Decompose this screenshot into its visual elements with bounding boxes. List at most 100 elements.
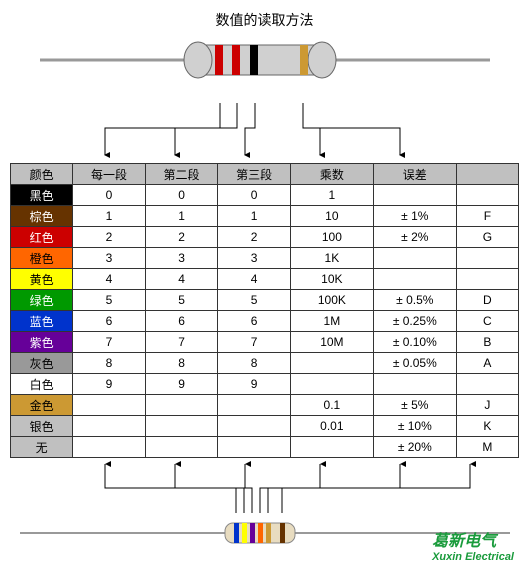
cell: 0 [73, 185, 146, 206]
cell [145, 437, 218, 458]
cell [373, 374, 456, 395]
page-title: 数值的读取方法 [10, 10, 519, 30]
cell: D [456, 290, 518, 311]
cell: 7 [145, 332, 218, 353]
cell: 1 [290, 185, 373, 206]
cell: 1 [73, 206, 146, 227]
arrows-to-table [10, 103, 519, 163]
cell: 5 [218, 290, 291, 311]
cell: 4 [73, 269, 146, 290]
cell: 6 [218, 311, 291, 332]
cell [373, 185, 456, 206]
color-label: 橙色 [11, 248, 73, 269]
color-label: 绿色 [11, 290, 73, 311]
cell: 6 [145, 311, 218, 332]
table-row: 绿色555100K± 0.5%D [11, 290, 519, 311]
cell: 0.1 [290, 395, 373, 416]
cell [290, 437, 373, 458]
cell [218, 395, 291, 416]
table-row: 黑色0001 [11, 185, 519, 206]
color-label: 蓝色 [11, 311, 73, 332]
cell [456, 374, 518, 395]
color-label: 棕色 [11, 206, 73, 227]
col-header: 每一段 [73, 164, 146, 185]
cell: 0 [218, 185, 291, 206]
cell: 5 [73, 290, 146, 311]
cell: ± 0.10% [373, 332, 456, 353]
cell: ± 5% [373, 395, 456, 416]
color-label: 灰色 [11, 353, 73, 374]
cell: G [456, 227, 518, 248]
cell: C [456, 311, 518, 332]
cell: 8 [145, 353, 218, 374]
cell: ± 0.25% [373, 311, 456, 332]
col-header: 颜色 [11, 164, 73, 185]
cell [456, 185, 518, 206]
color-label: 黄色 [11, 269, 73, 290]
cell: 4 [145, 269, 218, 290]
cell: 2 [73, 227, 146, 248]
col-header: 第二段 [145, 164, 218, 185]
color-label: 白色 [11, 374, 73, 395]
color-label: 红色 [11, 227, 73, 248]
watermark: 葛新电气 Xuxin Electrical [432, 527, 514, 563]
cell [373, 248, 456, 269]
cell: 3 [73, 248, 146, 269]
cell: B [456, 332, 518, 353]
cell: 100 [290, 227, 373, 248]
cell [218, 416, 291, 437]
cell: M [456, 437, 518, 458]
cell: J [456, 395, 518, 416]
cell: ± 2% [373, 227, 456, 248]
cell: 7 [218, 332, 291, 353]
cell: 1M [290, 311, 373, 332]
color-label: 紫色 [11, 332, 73, 353]
cell: 10M [290, 332, 373, 353]
cell: 6 [73, 311, 146, 332]
header-row: 颜色每一段第二段第三段乘数误差 [11, 164, 519, 185]
cell: ± 1% [373, 206, 456, 227]
cell: 10 [290, 206, 373, 227]
cell [290, 353, 373, 374]
table-row: 黄色44410K [11, 269, 519, 290]
table-row: 红色222100± 2%G [11, 227, 519, 248]
cell: 0.01 [290, 416, 373, 437]
cell [145, 395, 218, 416]
cell: 4 [218, 269, 291, 290]
cell: 9 [218, 374, 291, 395]
cell: 2 [218, 227, 291, 248]
table-row: 金色 0.1± 5%J [11, 395, 519, 416]
cell: K [456, 416, 518, 437]
arrows-from-table [10, 458, 519, 513]
bottom-resistor: 葛新电气 Xuxin Electrical [10, 513, 519, 563]
color-code-table: 颜色每一段第二段第三段乘数误差 黑色0001棕色11110± 1%F红色2221… [10, 163, 519, 458]
cell: 1 [218, 206, 291, 227]
cell: 100K [290, 290, 373, 311]
cell: ± 0.05% [373, 353, 456, 374]
cell: ± 0.5% [373, 290, 456, 311]
table-row: 橙色3331K [11, 248, 519, 269]
cell: 10K [290, 269, 373, 290]
table-row: 蓝色6661M± 0.25%C [11, 311, 519, 332]
color-label: 金色 [11, 395, 73, 416]
cell: 0 [145, 185, 218, 206]
cell [218, 437, 291, 458]
cell: 8 [73, 353, 146, 374]
col-header: 误差 [373, 164, 456, 185]
table-row: 白色999 [11, 374, 519, 395]
cell [456, 269, 518, 290]
cell: A [456, 353, 518, 374]
col-header: 第三段 [218, 164, 291, 185]
cell: ± 20% [373, 437, 456, 458]
table-row: 棕色11110± 1%F [11, 206, 519, 227]
cell [373, 269, 456, 290]
table-row: 无± 20%M [11, 437, 519, 458]
color-label: 黑色 [11, 185, 73, 206]
col-header [456, 164, 518, 185]
cell: ± 10% [373, 416, 456, 437]
cell: 1 [145, 206, 218, 227]
top-resistor [10, 35, 519, 95]
table-row: 银色0.01± 10%K [11, 416, 519, 437]
cell: 3 [218, 248, 291, 269]
col-header: 乘数 [290, 164, 373, 185]
